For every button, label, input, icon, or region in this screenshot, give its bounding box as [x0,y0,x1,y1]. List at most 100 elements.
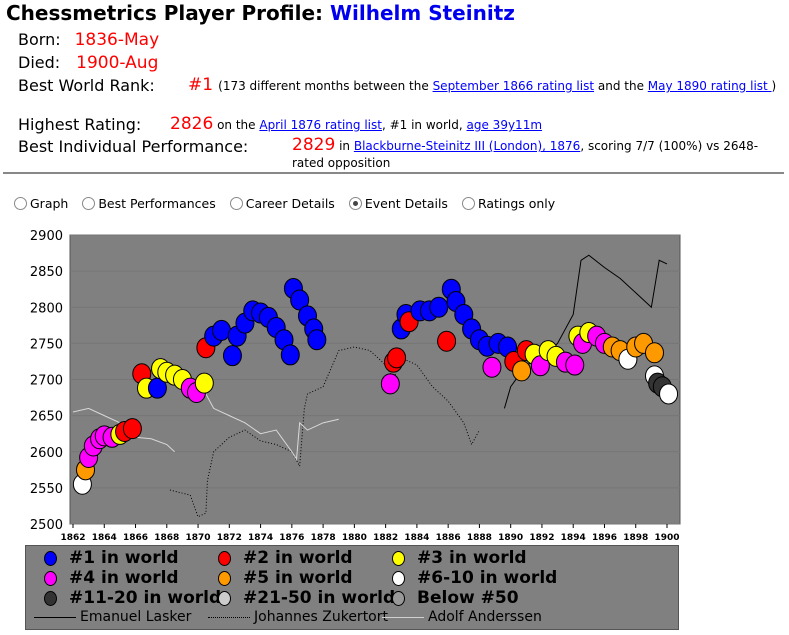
perf-row: 2829 in Blackburne-Steinitz III (London)… [292,137,782,171]
april-1876-link[interactable]: April 1876 rating list [259,118,382,132]
legend-dot-icon [218,570,231,586]
x-tick-label: 1886 [436,533,461,543]
legend-dot-icon [218,550,231,566]
player-name: Wilhelm Steinitz [329,1,515,25]
x-tick-label: 1872 [217,533,242,543]
x-tick-label: 1882 [373,533,398,543]
radio-label: Ratings only [477,196,556,211]
legend-line-item: Johannes Zukertort [208,609,388,625]
series-line-emanuel-lasker [503,254,668,409]
data-point [280,344,300,366]
best-rank-label: Best World Rank: [18,76,155,95]
x-tick-label: 1862 [60,533,85,543]
died-row: Died: 1900-Aug [18,53,158,73]
born-label: Born: [18,30,61,49]
highest-text: on the [213,118,260,132]
x-tick-label: 1900 [654,533,679,543]
highest-value: 2826 [170,114,214,134]
legend-item: #4 in world [44,568,179,588]
divider [3,172,784,174]
legend-dot-icon [218,590,231,606]
legend-dot-icon [44,590,57,606]
legend-label: #21-50 in world [243,588,396,608]
radio-button[interactable] [82,197,96,210]
data-point [565,354,585,376]
data-point [512,360,532,382]
radio-button[interactable] [348,197,362,210]
radio-label: Event Details [364,196,448,211]
x-tick-label: 1896 [592,533,617,543]
legend-label: #5 in world [243,568,353,588]
data-point [659,383,679,405]
x-tick-label: 1890 [498,533,523,543]
legend-item: #3 in world [392,548,527,568]
radio-button[interactable] [14,197,27,210]
title-prefix: Chessmetrics Player Profile: [6,1,330,25]
y-tick-label: 2700 [30,374,63,389]
best-rank-text: and the [594,79,648,93]
y-tick-label: 2600 [30,446,63,461]
view-options: Graph Best Performances Career Details Even… [14,196,555,211]
view-option-graph[interactable]: Graph [14,196,68,211]
x-tick-label: 1892 [529,533,554,543]
series-line-adolf-anderssen [205,393,339,461]
y-tick-label: 2500 [30,518,63,533]
view-option-best-performances[interactable]: Best Performances [82,196,216,211]
series-line-johannes-zukertort [169,346,480,518]
x-tick-label: 1866 [123,533,148,543]
legend-dot-icon [44,570,57,586]
x-tick-label: 1880 [342,533,367,543]
legend-item: #5 in world [218,568,353,588]
y-tick-label: 2550 [30,482,63,497]
legend-line-icon [208,616,250,618]
y-tick-label: 2800 [30,301,63,316]
legend-label: Adolf Anderssen [428,609,542,625]
view-option-ratings-only[interactable]: Ratings only [461,196,556,211]
data-point [307,329,327,351]
radio-button[interactable] [229,197,243,210]
best-rank-row: #1 (173 different months between the Sep… [188,77,778,94]
sep-1866-link[interactable]: September 1866 rating list [432,79,595,93]
legend-dot-icon [392,550,405,566]
radio-label: Best Performances [98,196,216,211]
data-point [387,347,407,369]
y-tick-label: 2750 [30,337,63,352]
perf-text: in [335,139,354,153]
legend-line-item: Adolf Anderssen [382,609,542,625]
legend-dot-icon [44,550,57,566]
page-title: Chessmetrics Player Profile: Wilhelm Ste… [6,1,515,25]
legend-label: #4 in world [69,568,179,588]
legend-line-icon [34,616,76,618]
data-point [482,356,502,378]
view-option-career-details[interactable]: Career Details [229,196,335,211]
highest-row: 2826 on the April 1876 rating list, #1 i… [170,114,542,134]
legend-line-icon [382,616,424,618]
legend-label: Below #50 [417,588,519,608]
may-1890-link[interactable]: May 1890 rating list [647,79,772,93]
x-tick-label: 1884 [404,533,429,543]
radio-button[interactable] [461,197,475,210]
x-tick-label: 1870 [186,533,211,543]
legend-label: #2 in world [243,548,353,568]
died-label: Died: [18,53,61,72]
perf-text: , scoring 7/7 (100%) vs 2648-rated oppos… [292,139,759,170]
legend-label: Emanuel Lasker [80,609,192,625]
x-tick-label: 1874 [248,533,273,543]
legend-dot-icon [392,590,405,606]
radio-label: Career Details [245,196,335,211]
legend-item: #1 in world [44,548,179,568]
legend-item: #21-50 in world [218,588,395,608]
born-row: Born: 1836-May [18,30,159,50]
x-tick-label: 1868 [154,533,179,543]
best-rank-text: ) [771,79,777,93]
legend-label: #11-20 in world [69,588,222,608]
perf-value: 2829 [292,135,336,155]
perf-label: Best Individual Performance: [18,137,249,156]
data-point [380,373,400,395]
x-tick-label: 1898 [623,533,648,543]
event-link[interactable]: Blackburne-Steinitz III (London), 1876 [353,139,581,153]
x-tick-label: 1878 [311,533,336,543]
age-link[interactable]: age 39y11m [466,118,543,132]
x-tick-label: 1894 [561,533,586,543]
view-option-event-details[interactable]: Event Details [348,196,448,211]
